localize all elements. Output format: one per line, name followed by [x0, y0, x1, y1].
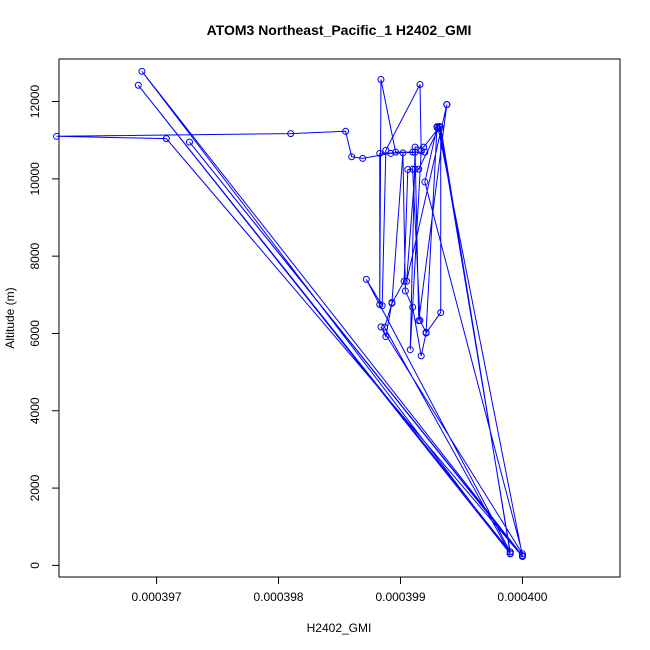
- data-point: [421, 178, 429, 186]
- data-point: [416, 81, 424, 89]
- plot-frame: [58, 58, 621, 578]
- data-point: [287, 130, 295, 138]
- data-point: [185, 138, 193, 146]
- data-point: [388, 299, 396, 307]
- data-point: [406, 346, 414, 354]
- data-point: [421, 148, 429, 156]
- data-point: [387, 149, 395, 157]
- data-point: [422, 328, 430, 336]
- data-point: [342, 127, 350, 135]
- data-point: [382, 146, 390, 154]
- y-tick-label: 0: [28, 562, 42, 569]
- y-tick-label: 2000: [28, 474, 42, 501]
- data-point: [348, 153, 356, 161]
- data-point: [506, 548, 514, 556]
- data-point: [417, 352, 425, 360]
- plot-area: [53, 58, 621, 578]
- data-point: [392, 148, 400, 156]
- data-point: [53, 132, 61, 140]
- data-point: [382, 333, 390, 341]
- y-tick-label: 10000: [28, 162, 42, 196]
- data-point: [416, 316, 424, 324]
- data-point: [506, 550, 514, 558]
- data-point: [433, 123, 441, 131]
- x-tick-label: 0.000398: [253, 590, 303, 604]
- data-point: [443, 101, 451, 109]
- data-point: [377, 75, 385, 83]
- data-point: [381, 323, 389, 331]
- y-tick-label: 4000: [28, 397, 42, 424]
- x-tick-label: 0.000400: [497, 590, 547, 604]
- data-point: [434, 125, 442, 133]
- data-point: [376, 149, 384, 157]
- data-point: [437, 309, 445, 317]
- series-line: [56, 71, 523, 557]
- data-point: [411, 165, 419, 173]
- data-point: [359, 154, 367, 162]
- data-point: [409, 303, 417, 311]
- data-point: [400, 277, 408, 285]
- data-point: [378, 302, 386, 310]
- data-point: [411, 143, 419, 151]
- series-layer: [53, 67, 526, 561]
- y-axis: 0 2000 4000 6000 8000 10000 12000: [28, 85, 59, 569]
- data-point: [409, 165, 417, 173]
- y-tick-label: 8000: [28, 242, 42, 269]
- data-point: [377, 323, 385, 331]
- x-tick-label: 0.000399: [375, 590, 425, 604]
- data-point: [403, 277, 411, 285]
- data-point: [401, 287, 409, 295]
- y-axis-label: Altitude (m): [3, 287, 17, 348]
- x-tick-label: 0.000397: [132, 590, 182, 604]
- data-point: [518, 552, 526, 560]
- chart-title: ATOM3 Northeast_Pacific_1 H2402_GMI: [207, 22, 472, 38]
- data-point: [404, 166, 412, 174]
- x-axis-label: H2402_GMI: [307, 621, 372, 635]
- y-tick-label: 6000: [28, 320, 42, 347]
- data-point: [399, 149, 407, 157]
- data-point: [420, 143, 428, 151]
- data-point: [138, 67, 146, 75]
- data-point: [518, 550, 526, 558]
- data-point: [362, 275, 370, 283]
- x-axis: 0.000397 0.000398 0.000399 0.000400: [132, 577, 548, 604]
- y-tick-label: 12000: [28, 85, 42, 119]
- data-point: [162, 135, 170, 143]
- data-point: [134, 81, 142, 89]
